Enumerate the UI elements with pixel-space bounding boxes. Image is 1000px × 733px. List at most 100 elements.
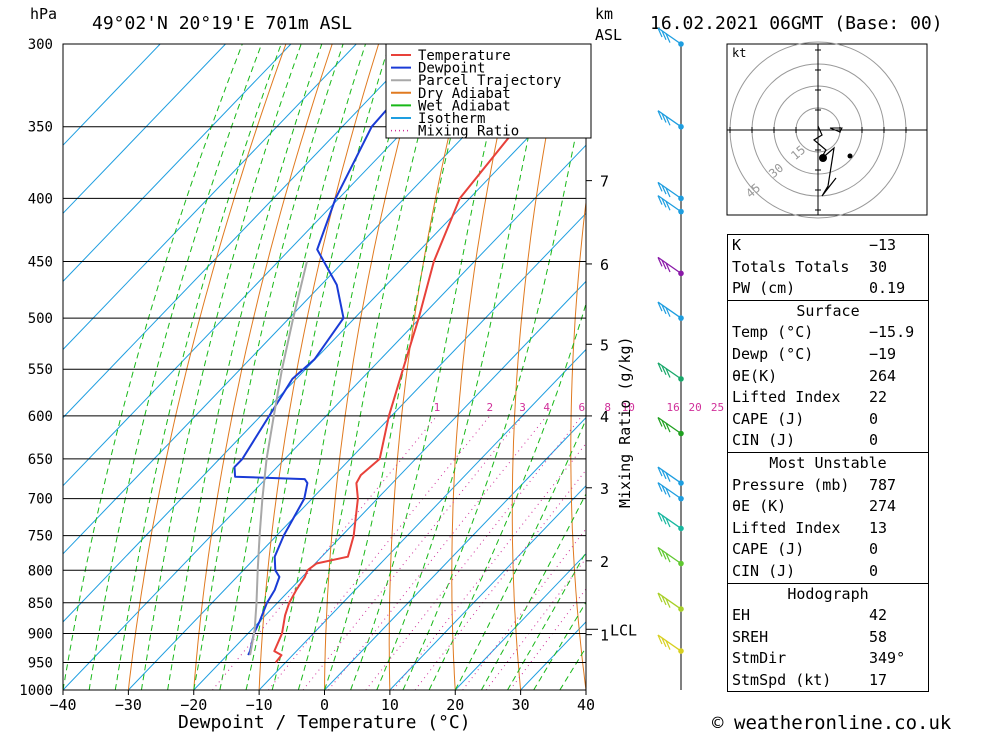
mixing-ratio-label: 16 [667,401,680,414]
wind-profile [657,27,684,690]
x-tick-label: −20 [180,696,207,714]
wind-level-dot [678,315,684,321]
wind-barb-feather [657,512,663,522]
wind-barb-feather [661,595,667,606]
legend-label: Parcel Trajectory [418,73,561,89]
wind-barb-feather [661,514,667,525]
hodograph-section: Hodograph EH 42 SREH 58 StmDir 349° StmSpd … [728,582,928,692]
km-tick-label: 4 [600,408,609,426]
pressure-tick-label: 700 [28,492,53,508]
axes: 3003504004505005506006507007508008509009… [19,37,637,714]
mixing-ratio-line [328,415,548,690]
wind-level-dot [678,376,684,382]
hodo-row: StmSpd (kt) 17 [732,670,888,689]
indices-table: K −13 Totals Totals 30 PW (cm) 0.19 Surface… [727,234,929,693]
site-credit[interactable]: weatheronline.co.uk [734,712,952,733]
km-tick-label: 6 [600,256,609,274]
pressure-tick-label: 900 [28,626,53,642]
wind-level-dot [678,525,684,532]
most-unstable-section: Most Unstable Pressure (mb) 787 θE (K) 274… [728,451,928,583]
mu-row: Pressure (mb) 787 [732,475,897,494]
wind-barb-feather [665,116,671,126]
wind-level-dot [678,195,684,202]
isotherm-line [63,44,553,555]
isotherm-line [63,44,161,146]
wind-barb-staff [657,362,682,380]
wind-barb-staff [657,634,682,652]
wind-level-dot [678,208,684,215]
pressure-unit-label: hPa [30,5,57,23]
wind-barb-feather [661,184,667,195]
isotherm-line [193,280,586,690]
legend-label: Isotherm [418,111,485,127]
surface-row: CIN (J) 0 [732,431,879,450]
wind-barb-feather [661,198,667,208]
datetime-title: 16.02.2021 06GMT (Base: 00) [650,13,943,34]
km-tick-label: 5 [600,336,609,354]
lcl-label: LCL [610,621,637,639]
wind-barb-feather [665,368,671,378]
x-tick-label: 0 [320,696,329,714]
wind-level-dot [678,648,684,654]
wind-barb-staff [657,592,682,610]
x-tick-label: −10 [246,696,273,714]
wind-barb-staff [657,110,682,128]
wind-barb-feather [657,110,663,120]
km-tick-label: 7 [600,173,609,191]
mixing-ratio-labels: 1 2 3 4 6 8 10 16 20 25 [434,401,725,414]
pressure-tick-label: 650 [28,452,53,468]
mixing-ratio-line [414,469,586,690]
index-row-totals: Totals Totals 30 [732,257,888,276]
copyright-symbol: © [712,712,724,733]
indices-top-section: K −13 Totals Totals 30 PW (cm) 0.19 [728,235,928,300]
mixing-ratio-line [302,415,523,690]
wind-level-dot [678,430,684,437]
mu-row: θE (K) 274 [732,497,897,516]
wind-barb-staff [657,482,682,500]
wind-level-dot [678,270,684,277]
legend-label: Dry Adiabat [418,86,511,102]
isotherm-line [389,484,586,690]
mu-row: CAPE (J) 0 [732,540,879,559]
wind-barb-feather [665,472,671,482]
wind-barb-staff [657,256,682,274]
wind-barb-feather [665,33,671,43]
index-row-pw: PW (cm) 0.19 [732,279,906,298]
wind-barb-feather [657,482,663,492]
wind-barb-feather [661,485,667,495]
temperature-series-line [273,44,564,664]
mixing-ratio-label: 6 [579,401,586,414]
isotherm-line [63,76,586,623]
mixing-ratio-line [365,415,583,690]
wind-level-dot [678,495,684,502]
hodo-storm-motion-dot [819,154,827,162]
wind-barb-feather [657,592,663,603]
pressure-tick-label: 350 [28,120,53,136]
mixing-ratio-label: 10 [622,401,635,414]
hodograph: kt 15 30 45 [726,41,928,219]
x-tick-label: 10 [381,696,399,714]
mu-row: CIN (J) 0 [732,561,879,580]
wind-barb-feather [665,517,671,528]
wind-barb-staff [657,511,682,529]
isotherm-line [63,44,226,215]
wind-barb-staff [657,546,682,565]
dewpoint-series-line [233,44,446,656]
legend-box [385,43,592,139]
wet-adiabat-line [350,44,510,690]
surface-row: θE(K) 264 [732,366,897,385]
isotherm-line [63,44,357,351]
km-unit-label: km [595,5,613,23]
pressure-tick-label: 1000 [19,683,53,699]
hodo-trace-tail [829,127,843,133]
dry-adiabat-line [935,44,1000,690]
dry-adiabat-line [511,44,565,690]
wind-barb-feather [657,301,663,312]
wind-barb-feather [665,598,671,608]
index-row-k: K −13 [732,236,897,254]
km-tick-label: 3 [600,480,609,498]
dry-adiabat-line [570,198,586,690]
x-tick-label: −30 [115,696,142,714]
dry-adiabat-line [127,44,287,690]
